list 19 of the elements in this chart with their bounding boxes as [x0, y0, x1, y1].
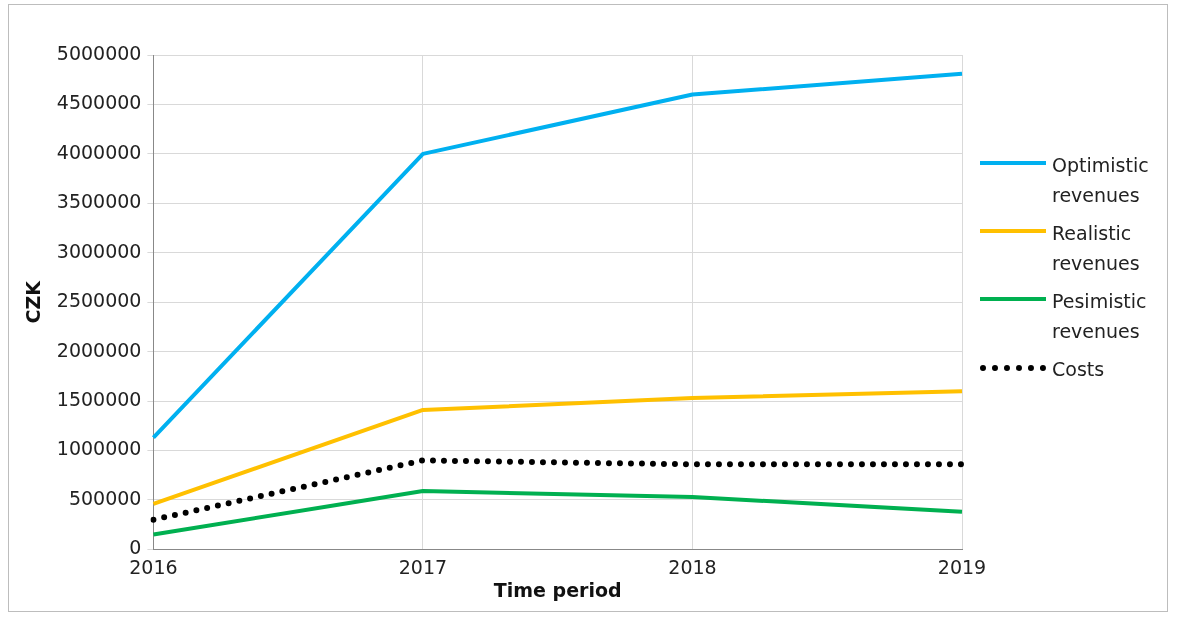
x-axis-title: Time period: [493, 578, 622, 601]
y-tick-label: 3000000: [56, 239, 142, 262]
x-tick-label: 2019: [937, 555, 987, 578]
y-tick-label: 4500000: [56, 91, 142, 114]
legend-label: Optimistic revenues: [1052, 153, 1150, 208]
y-axis-title: CZK: [22, 279, 45, 324]
legend-label: Realistic revenues: [1052, 221, 1141, 276]
x-tick-label: 2017: [398, 555, 448, 578]
y-tick-label: 500000: [68, 486, 142, 509]
y-tick-label: 5000000: [56, 41, 142, 64]
y-tick-label: 1500000: [56, 388, 142, 411]
legend-label: Pesimistic revenues: [1052, 289, 1148, 344]
y-tick-label: 2000000: [56, 338, 142, 361]
y-tick-label: 2500000: [56, 289, 142, 312]
x-tick-label: 2018: [668, 555, 717, 578]
y-tick-label: 3500000: [56, 190, 142, 213]
y-tick-label: 4000000: [56, 140, 142, 163]
legend-label: Costs: [1052, 357, 1106, 382]
y-tick-label: 1000000: [56, 437, 142, 460]
